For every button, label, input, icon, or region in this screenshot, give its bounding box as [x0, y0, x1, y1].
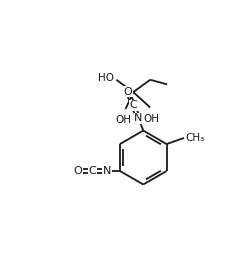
Text: N: N [134, 114, 142, 123]
Text: C: C [88, 166, 96, 176]
Text: OH: OH [143, 114, 159, 124]
Text: O: O [123, 87, 131, 97]
Text: C: C [129, 100, 136, 110]
Text: OH: OH [115, 115, 131, 125]
Text: CH₃: CH₃ [185, 133, 204, 143]
Text: HO: HO [98, 73, 114, 83]
Text: N: N [102, 166, 111, 176]
Text: O: O [73, 166, 82, 176]
